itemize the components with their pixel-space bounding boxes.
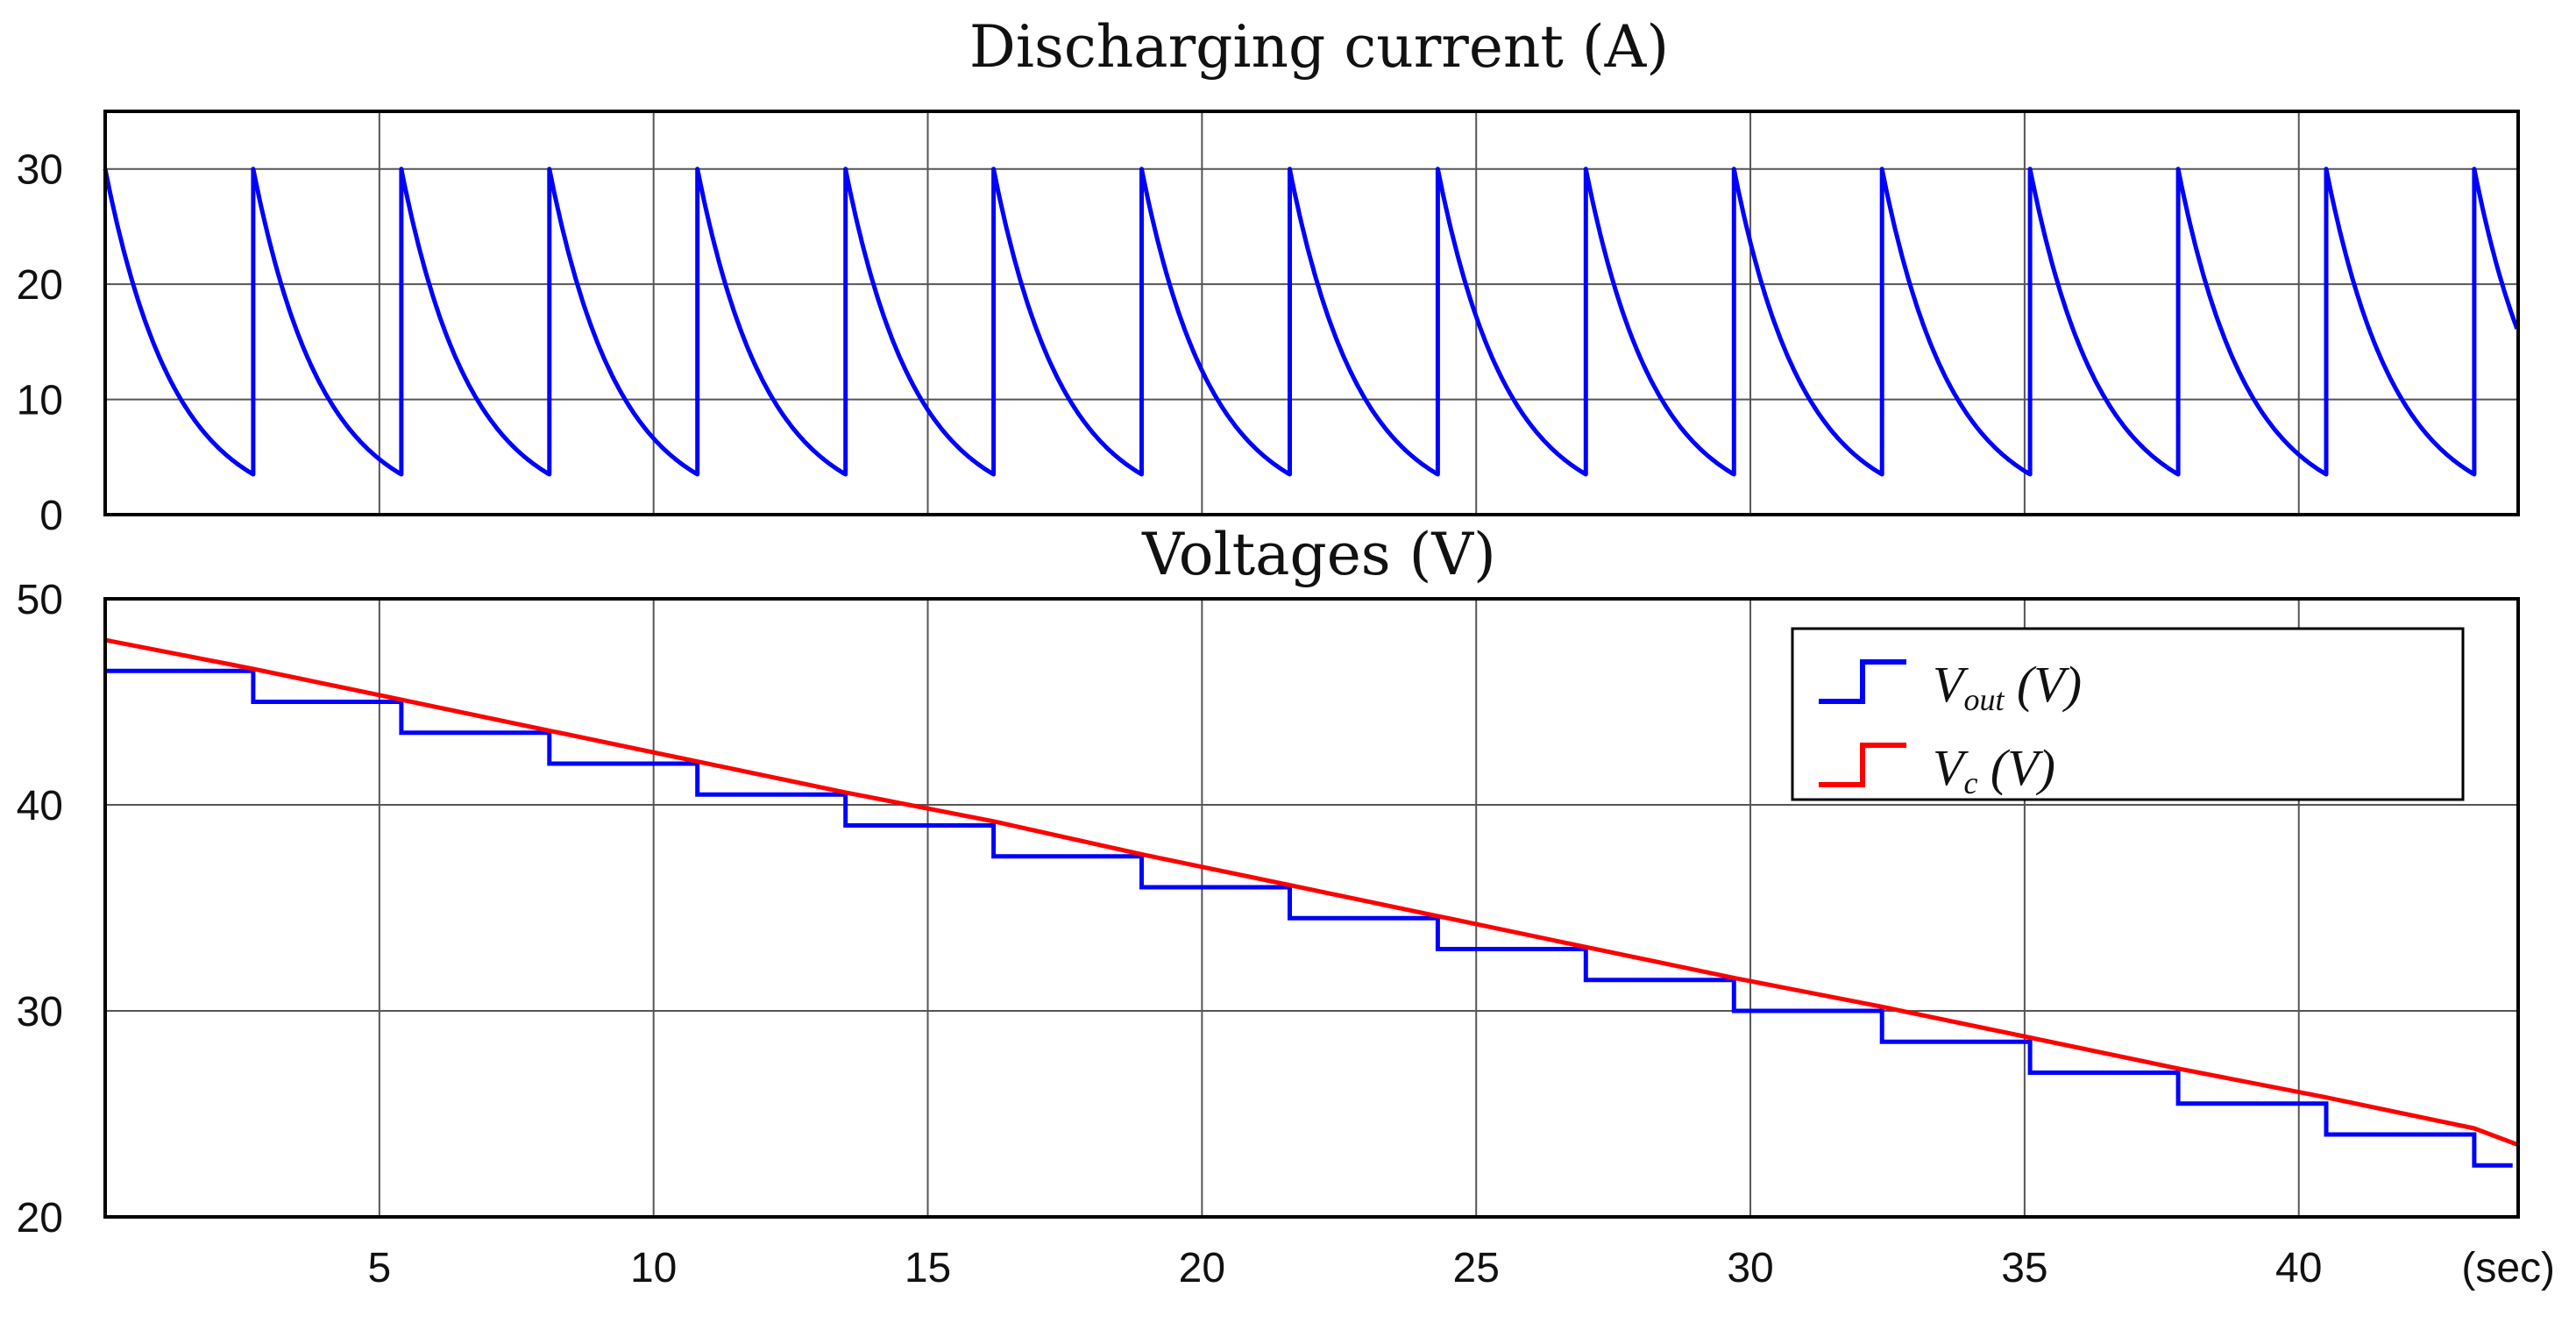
voltage-y-tick-3: 50 (17, 577, 63, 623)
current-y-tick-2: 20 (17, 262, 63, 309)
current-plot-frame (103, 110, 2520, 516)
current-series-line (103, 167, 2520, 477)
legend: Vout (V) Vc (V) (1791, 627, 2465, 801)
x-tick-5: 30 (1727, 1245, 1773, 1291)
legend-vc-swatch (1819, 743, 1906, 787)
voltage-panel: Voltages (V) 20 30 40 50 5 10 15 20 25 30 35 40 (s… (17, 521, 2555, 1291)
legend-vout-sub: out (1963, 682, 2005, 717)
x-tick-4: 25 (1453, 1245, 1500, 1291)
current-chart-title: Discharging current (A) (969, 13, 1669, 81)
current-y-tick-1: 10 (17, 378, 63, 424)
x-tick-6: 35 (2001, 1245, 2047, 1291)
legend-vc-rest: (V) (1977, 739, 2055, 796)
legend-vout-swatch (1819, 659, 1906, 704)
legend-vc-main: V (1933, 739, 1969, 796)
x-tick-7: 40 (2275, 1245, 2322, 1291)
voltage-y-tick-labels: 20 30 40 50 (17, 577, 63, 1241)
current-y-tick-labels: 0 10 20 30 (17, 147, 63, 539)
legend-vout-label: Vout (V) (1933, 656, 2082, 717)
x-tick-3: 20 (1179, 1245, 1225, 1291)
x-tick-2: 15 (905, 1245, 951, 1291)
voltage-x-tick-labels: 5 10 15 20 25 30 35 40 (367, 1245, 2322, 1291)
voltage-plot-frame (103, 597, 2520, 1219)
legend-vout-rest: (V) (2004, 656, 2082, 713)
x-tick-0: 5 (367, 1245, 391, 1291)
voltage-y-tick-1: 30 (17, 989, 63, 1035)
legend-vout-main: V (1933, 656, 1969, 713)
x-tick-1: 10 (630, 1245, 677, 1291)
current-gridlines (105, 111, 2518, 515)
vc-series-line (104, 637, 2519, 1148)
vout-series-line (105, 668, 2513, 1168)
x-unit-label: (sec) (2461, 1245, 2555, 1291)
legend-box (1791, 627, 2465, 801)
voltage-chart-title: Voltages (V) (1141, 521, 1496, 588)
current-y-tick-3: 30 (17, 147, 63, 194)
current-panel: Discharging current (A) 0 10 20 30 (17, 13, 2520, 539)
voltage-y-tick-0: 20 (17, 1195, 63, 1241)
voltage-y-tick-2: 40 (17, 783, 63, 829)
current-y-tick-0: 0 (39, 493, 63, 539)
legend-vc-label: Vc (V) (1933, 739, 2055, 800)
legend-vc-sub: c (1963, 765, 1977, 800)
